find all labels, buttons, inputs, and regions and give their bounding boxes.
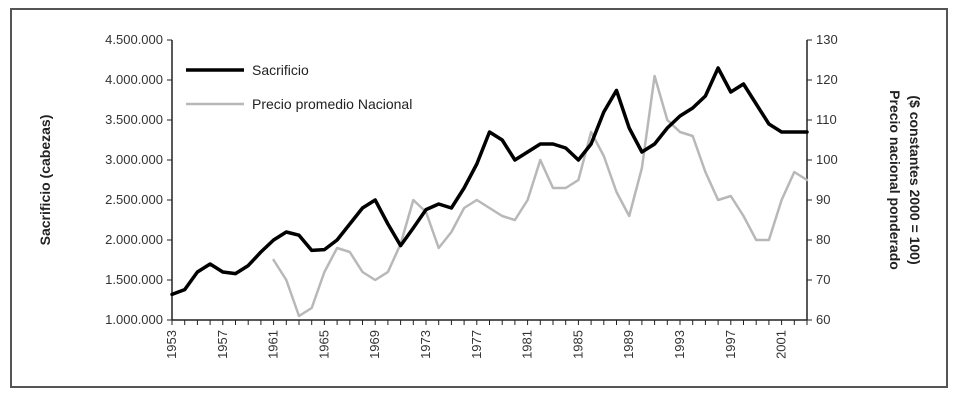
- y-right-axis-title-line1: Precio nacional ponderado: [887, 90, 903, 270]
- legend-label: Precio promedio Nacional: [252, 96, 412, 112]
- x-tick-label: 1985: [570, 330, 585, 359]
- x-tick-label: 1961: [266, 330, 281, 359]
- y-right-tick-label: 130: [816, 32, 838, 47]
- x-tick-label: 1997: [723, 330, 738, 359]
- y-right-tick-label: 80: [816, 232, 830, 247]
- y-left-tick-label: 4.000.000: [105, 72, 163, 87]
- y-left-tick-label: 3.000.000: [105, 152, 163, 167]
- series-line-precio: [272, 74, 809, 318]
- y-left-tick-label: 4.500.000: [105, 32, 163, 47]
- x-tick-label: 1993: [672, 330, 687, 359]
- line-chart: 1.000.000 1.500.000 2.000.000 2.500.000 3.00…: [37, 32, 923, 359]
- y-right-axis-title-line2: ($ constantes 2000 = 100): [907, 95, 923, 264]
- y-right-tick-label: 60: [816, 312, 830, 327]
- y-right-tick-label: 90: [816, 192, 830, 207]
- x-tick-label: 1969: [367, 330, 382, 359]
- chart-frame: 1.000.000 1.500.000 2.000.000 2.500.000 3.00…: [10, 8, 948, 388]
- y-left-tick-label: 2.500.000: [105, 192, 163, 207]
- y-right-tick-label: 70: [816, 272, 830, 287]
- series-line-sacrificio: [170, 66, 809, 297]
- y-left-axis-title: Sacrificio (cabezas): [37, 115, 53, 246]
- y-left-tick-label: 2.000.000: [105, 232, 163, 247]
- y-left-tick-label: 3.500.000: [105, 112, 163, 127]
- y-right-tick-label: 100: [816, 152, 838, 167]
- x-tick-label: 1957: [215, 330, 230, 359]
- y-right-tick-label: 110: [816, 112, 837, 127]
- y-right-tick-label: 120: [816, 72, 838, 87]
- x-tick-label: 1953: [164, 330, 179, 359]
- x-tick-label: 1977: [469, 330, 484, 359]
- x-tick-label: 1965: [316, 330, 331, 359]
- x-tick-label: 1989: [621, 330, 636, 359]
- x-tick-label: 2001: [774, 330, 789, 359]
- legend-label: Sacrificio: [252, 62, 309, 78]
- y-left-tick-label: 1.500.000: [105, 272, 163, 287]
- x-tick-label: 1973: [418, 330, 433, 359]
- y-left-tick-label: 1.000.000: [105, 312, 163, 327]
- x-tick-label: 1981: [520, 330, 535, 359]
